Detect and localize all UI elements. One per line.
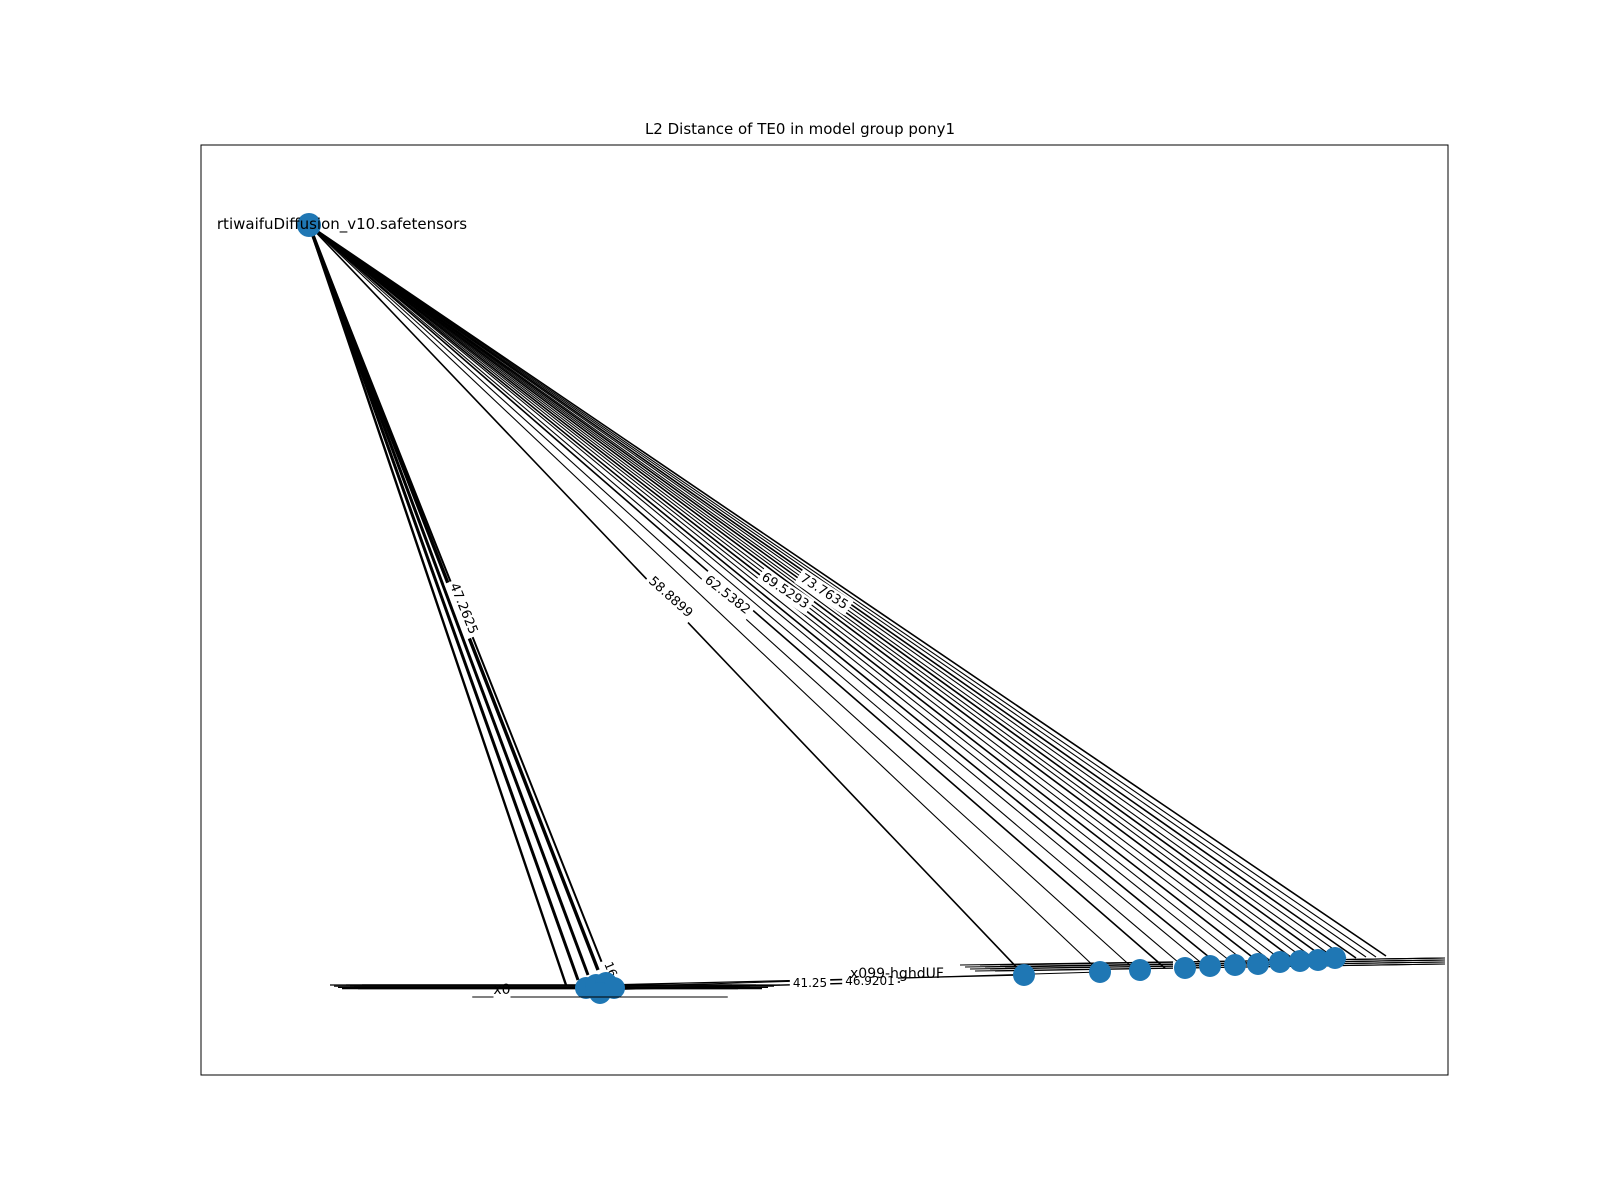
node-left (589, 982, 611, 1004)
edge-label: 46.9201 (845, 974, 895, 988)
node-right (1089, 961, 1111, 983)
edge (307, 224, 580, 981)
node-right (1307, 949, 1329, 971)
edge-label-bg (789, 975, 831, 991)
node-right (1289, 950, 1311, 972)
edge (308, 224, 1377, 958)
chart-title: L2 Distance of TE0 in model group pony1 (644, 120, 956, 138)
nodes (297, 213, 1346, 1004)
edge-label-bg (794, 568, 854, 616)
edge (308, 224, 1186, 969)
edge-label-bg (698, 570, 756, 621)
node-right (1199, 955, 1221, 977)
edge (308, 224, 1236, 966)
node-right (1013, 964, 1035, 986)
edge (308, 224, 1307, 961)
node-label-left-cluster: ___x0_______________________________ (471, 982, 728, 998)
edges (307, 224, 1446, 991)
edge-label: 58.8899 (645, 574, 695, 621)
node-hub (297, 213, 321, 237)
node-labels: rtiwaifuDiffusion_v10.safetensors ___x0_… (217, 215, 944, 998)
edge (308, 224, 1387, 957)
node-right (1174, 957, 1196, 979)
edge (999, 957, 1446, 966)
node-right (1129, 959, 1151, 981)
node-right (1324, 947, 1346, 969)
plot-frame (200, 144, 1449, 1076)
edge-label-bg (842, 973, 898, 989)
edge-label-bg (755, 567, 815, 615)
node-label-hub: rtiwaifuDiffusion_v10.safetensors (217, 215, 467, 234)
edge (307, 224, 590, 976)
edge-label-bg (444, 577, 483, 640)
node-right (1269, 951, 1291, 973)
node-right (1247, 953, 1269, 975)
node-label-right-cluster: x099-hghdUF (850, 966, 944, 982)
edge (308, 224, 1221, 967)
edge (308, 224, 1206, 967)
edge (308, 224, 1101, 973)
edge (307, 224, 568, 986)
node-right (1224, 954, 1246, 976)
edge-label: 41.25 (793, 976, 827, 990)
edge-label-bg (642, 571, 699, 624)
